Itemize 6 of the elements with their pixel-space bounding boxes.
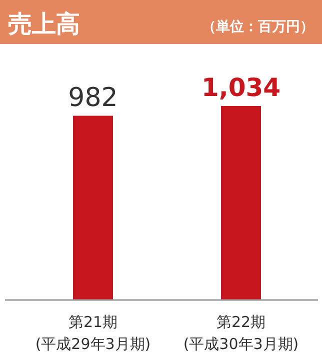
data-label: 982 <box>68 82 118 113</box>
data-label: 1,034 <box>201 73 281 102</box>
chart-subtitle: （単位：百万円） <box>202 19 314 35</box>
x-tick-label: 第22期 (平成30年3月期) <box>183 313 299 353</box>
x-tick-label: 第21期 (平成29年3月期) <box>35 313 151 353</box>
chart-title: 売上高 <box>8 10 80 38</box>
